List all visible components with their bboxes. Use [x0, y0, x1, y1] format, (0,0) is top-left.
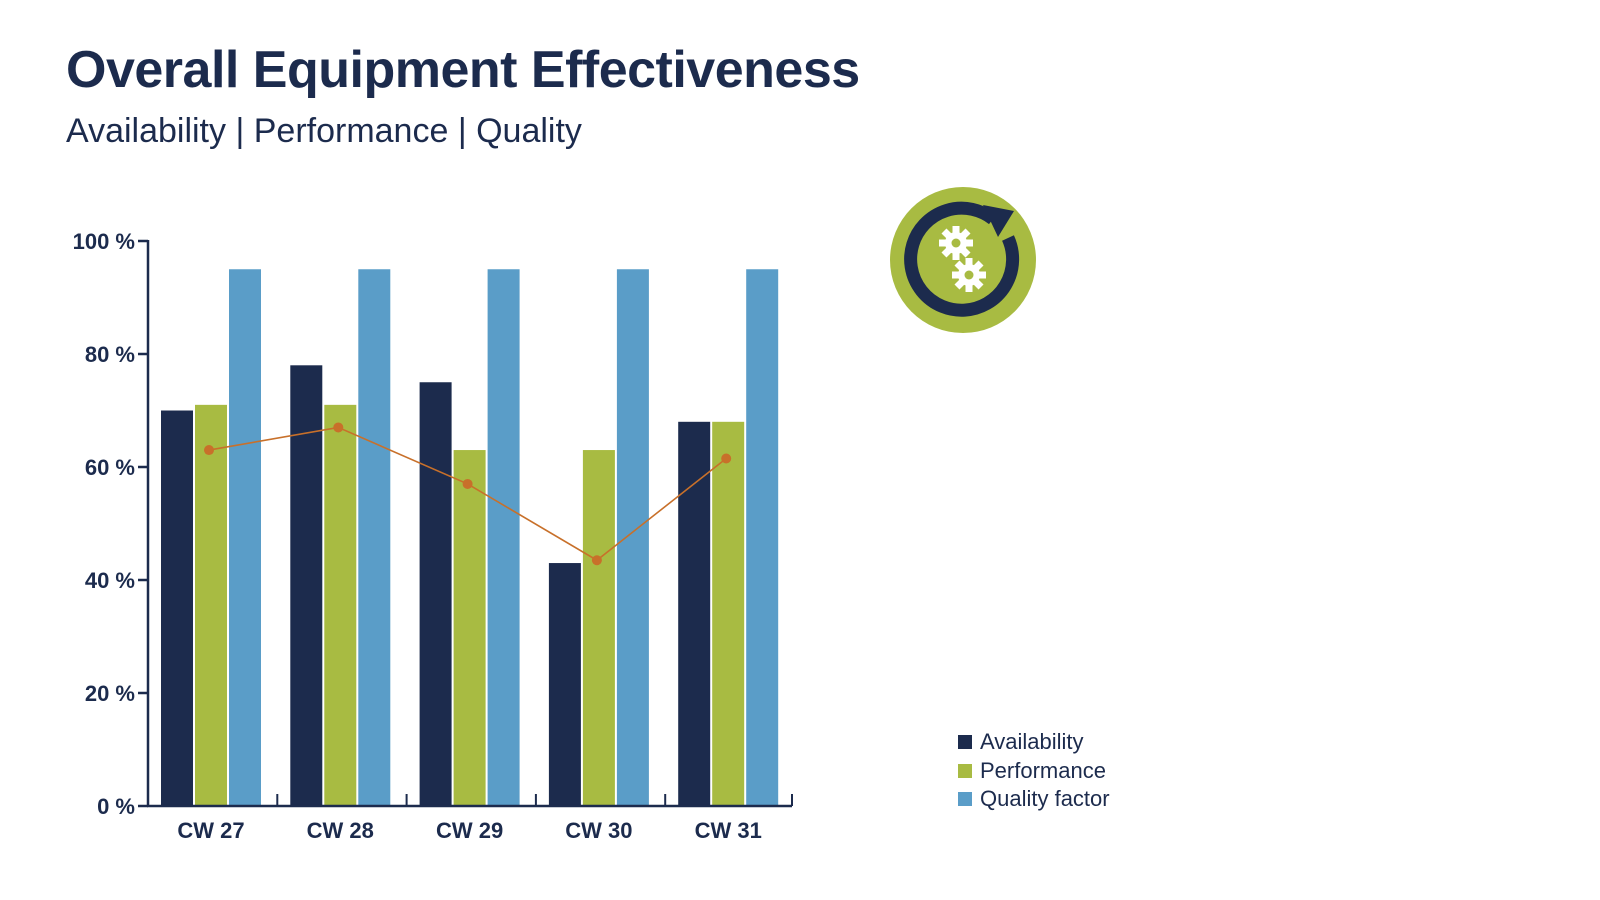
- bar-performance-cw-28: [324, 404, 357, 806]
- bar-availability-cw-31: [678, 421, 711, 806]
- bar-quality-factor-cw-31: [746, 269, 779, 806]
- bar-quality-factor-cw-28: [358, 269, 391, 806]
- y-tick-label: 60 %: [85, 455, 135, 480]
- bars-group: [161, 269, 779, 806]
- bar-availability-cw-30: [548, 563, 581, 806]
- labels-group: 0 % 20 % 40 % 60 % 80 % 100 % CW 27 CW 28 CW 29 C…: [73, 229, 762, 843]
- bar-performance-cw-31: [712, 421, 745, 806]
- y-tick-label: 100 %: [73, 229, 135, 254]
- x-tick-label: CW 30: [565, 818, 632, 843]
- bar-performance-cw-27: [195, 404, 227, 806]
- bar-quality-factor-cw-30: [616, 269, 649, 806]
- x-tick-label: CW 29: [436, 818, 503, 843]
- axes-group: [138, 239, 793, 808]
- bar-quality-factor-cw-29: [487, 269, 520, 806]
- trend-point-cw-29: [462, 478, 473, 489]
- trend-point-cw-28: [333, 422, 344, 433]
- gears-cycle-icon: [890, 187, 1036, 333]
- chart-legend: Availability Performance Quality factor: [958, 728, 1110, 814]
- legend-swatch-availability: [958, 735, 972, 750]
- y-tick-label: 40 %: [85, 568, 135, 593]
- y-tick-label: 20 %: [85, 681, 135, 706]
- legend-swatch-performance: [958, 763, 972, 778]
- trend-line-group: [204, 422, 732, 566]
- legend-swatch-quality-factor: [958, 792, 972, 807]
- x-tick-label: CW 27: [177, 818, 244, 843]
- page-title: Overall Equipment Effectiveness: [66, 41, 860, 99]
- x-tick-label: CW 31: [695, 818, 762, 843]
- legend-item-performance: Performance: [958, 757, 1110, 786]
- bar-availability-cw-27: [161, 410, 193, 806]
- legend-label-availability: Availability: [980, 729, 1084, 755]
- bar-performance-cw-30: [582, 450, 615, 806]
- x-tick-label: CW 28: [307, 818, 374, 843]
- y-tick-label: 80 %: [85, 342, 135, 367]
- bar-performance-cw-29: [453, 450, 486, 806]
- page-subtitle: Availability | Performance | Quality: [66, 112, 582, 150]
- bar-quality-factor-cw-27: [229, 269, 261, 806]
- bar-availability-cw-28: [290, 365, 323, 806]
- legend-item-quality-factor: Quality factor: [958, 785, 1110, 814]
- legend-label-performance: Performance: [980, 757, 1106, 783]
- legend-item-availability: Availability: [958, 728, 1110, 757]
- trend-point-cw-30: [591, 555, 602, 566]
- y-tick-label: 0 %: [97, 794, 135, 819]
- bar-availability-cw-29: [419, 382, 452, 806]
- legend-label-quality-factor: Quality factor: [980, 786, 1110, 812]
- trend-point-cw-31: [721, 453, 732, 464]
- trend-point-cw-27: [204, 445, 214, 456]
